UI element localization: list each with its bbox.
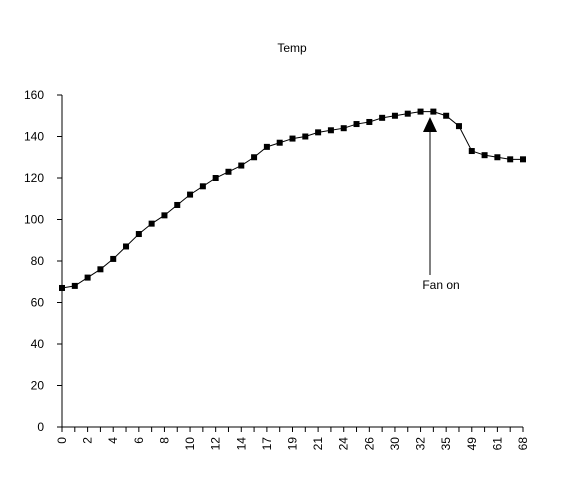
marker [404, 110, 411, 117]
x-tick-label: 68 [516, 437, 530, 451]
marker [251, 154, 258, 161]
marker [340, 125, 347, 132]
marker [468, 148, 475, 155]
x-tick-label: 17 [260, 437, 274, 451]
marker [379, 114, 386, 121]
marker [276, 139, 283, 146]
marker [366, 118, 373, 125]
x-tick-label: 8 [157, 437, 171, 444]
marker [110, 255, 117, 262]
y-tick-label: 20 [31, 379, 45, 393]
marker [353, 121, 360, 128]
marker [455, 123, 462, 130]
marker [123, 243, 130, 250]
marker [443, 112, 450, 119]
y-tick-label: 160 [24, 88, 44, 102]
marker [225, 168, 232, 175]
y-tick-label: 80 [31, 254, 45, 268]
x-tick-label: 6 [132, 437, 146, 444]
y-tick-label: 40 [31, 337, 45, 351]
marker [212, 175, 219, 181]
marker [148, 220, 155, 227]
marker [71, 282, 78, 289]
marker [481, 152, 488, 159]
marker [430, 108, 437, 115]
x-tick-label: 21 [311, 437, 325, 451]
marker [417, 108, 424, 115]
marker [238, 162, 245, 169]
marker [174, 201, 181, 208]
x-tick-label: 35 [439, 437, 453, 451]
marker [199, 183, 206, 190]
marker [327, 127, 334, 134]
y-tick-label: 0 [37, 420, 44, 434]
marker [302, 133, 309, 140]
marker [507, 156, 514, 163]
chart-title: Temp [277, 41, 307, 55]
y-tick-label: 60 [31, 296, 45, 310]
x-tick-label: 24 [337, 437, 351, 451]
x-tick-label: 32 [414, 437, 428, 451]
x-tick-label: 19 [286, 437, 300, 451]
marker [97, 266, 104, 273]
x-tick-label: 10 [183, 437, 197, 451]
x-tick-label: 14 [234, 437, 248, 451]
x-tick-label: 2 [81, 437, 95, 444]
x-tick-label: 26 [362, 437, 376, 451]
annotation-arrowhead [423, 117, 437, 132]
x-tick-label: 0 [55, 437, 69, 444]
marker [391, 112, 398, 119]
marker [135, 231, 142, 238]
marker [494, 154, 501, 161]
x-tick-label: 4 [106, 437, 120, 444]
y-tick-label: 140 [24, 130, 44, 144]
x-tick-label: 12 [209, 437, 223, 451]
annotation: Fan on [422, 278, 459, 292]
y-tick-label: 120 [24, 171, 44, 185]
x-tick-label: 49 [465, 437, 479, 451]
marker [520, 156, 526, 163]
x-tick-label: 61 [490, 437, 504, 451]
y-tick-label: 100 [24, 213, 44, 227]
marker [59, 284, 65, 291]
marker [161, 212, 168, 219]
marker [263, 143, 270, 150]
marker [289, 135, 296, 142]
marker [84, 274, 91, 281]
marker [315, 129, 322, 136]
x-tick-label: 30 [388, 437, 402, 451]
marker [187, 191, 194, 198]
